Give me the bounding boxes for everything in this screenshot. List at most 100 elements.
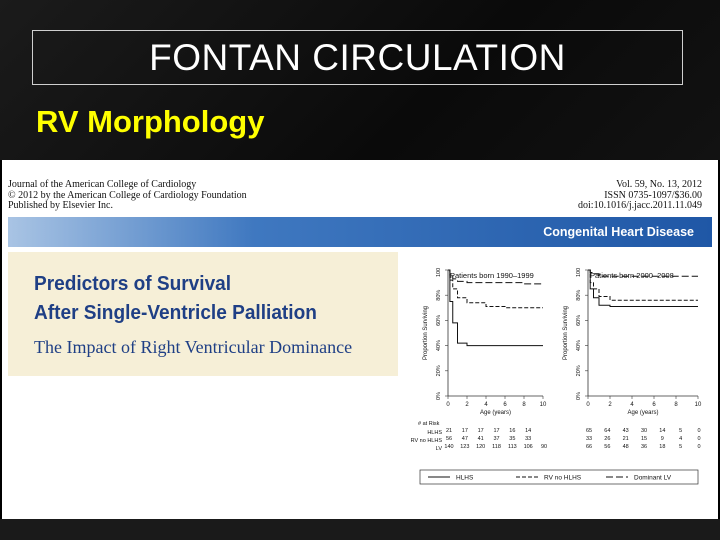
at-risk-value-right: 56 bbox=[604, 444, 610, 450]
y-axis-label-right: Proportion Surviving bbox=[563, 306, 569, 360]
at-risk-value-right: 33 bbox=[586, 436, 592, 442]
slide-background bbox=[0, 0, 720, 160]
at-risk-value-left: 123 bbox=[460, 444, 469, 450]
section-bar: Congenital Heart Disease bbox=[8, 217, 712, 247]
at-risk-value-right: 66 bbox=[586, 444, 592, 450]
at-risk-value-right: 0 bbox=[697, 444, 700, 450]
article-title: Predictors of Survival After Single-Vent… bbox=[34, 269, 369, 327]
at-risk-value-right: 5 bbox=[679, 428, 682, 434]
section-label: Congenital Heart Disease bbox=[543, 225, 694, 239]
y-tick-label-right: 20% bbox=[576, 365, 582, 376]
x-tick-label-right: 6 bbox=[652, 402, 656, 408]
journal-info-right: Vol. 59, No. 13, 2012 ISSN 0735-1097/$36… bbox=[578, 179, 702, 212]
at-risk-row-label: RV no HLHS bbox=[411, 438, 443, 444]
at-risk-value-right: 64 bbox=[604, 428, 610, 434]
at-risk-value-right: 21 bbox=[623, 436, 629, 442]
y-tick-label-left: 20% bbox=[436, 365, 442, 376]
at-risk-value-left: 118 bbox=[492, 444, 501, 450]
series-line-left-1 bbox=[448, 269, 543, 309]
at-risk-value-left: 16 bbox=[509, 428, 515, 434]
y-tick-label-left: 100% bbox=[436, 268, 442, 277]
y-tick-label-left: 80% bbox=[436, 290, 442, 301]
series-line-right-1 bbox=[588, 269, 698, 301]
survival-figure: Patients born 1990–1999 0% 20% 40% 60% 80% 100… bbox=[398, 268, 718, 488]
at-risk-value-left: 17 bbox=[462, 428, 468, 434]
at-risk-value-right: 36 bbox=[641, 444, 647, 450]
at-risk-title: # at Risk bbox=[418, 421, 440, 427]
at-risk-value-right: 65 bbox=[586, 428, 592, 434]
at-risk-value-left: 35 bbox=[509, 436, 515, 442]
journal-copyright: © 2012 by the American College of Cardio… bbox=[8, 189, 247, 201]
panel-title-left: Patients born 1990–1999 bbox=[450, 271, 534, 280]
slide-title: FONTAN CIRCULATION bbox=[149, 36, 566, 78]
at-risk-value-left: 120 bbox=[476, 444, 485, 450]
at-risk-value-right: 0 bbox=[697, 436, 700, 442]
x-tick-label-right: 10 bbox=[695, 402, 702, 408]
at-risk-value-left: 140 bbox=[444, 444, 453, 450]
at-risk-value-left: 113 bbox=[508, 444, 517, 450]
at-risk-value-left: 47 bbox=[462, 436, 468, 442]
at-risk-value-right: 43 bbox=[623, 428, 629, 434]
at-risk-value-right: 9 bbox=[661, 436, 664, 442]
x-tick-label-right: 0 bbox=[586, 402, 590, 408]
x-tick-label-left: 4 bbox=[484, 402, 488, 408]
y-tick-label-left: 40% bbox=[436, 340, 442, 351]
at-risk-value-left: 37 bbox=[493, 436, 499, 442]
slide-subtitle: RV Morphology bbox=[36, 104, 265, 139]
at-risk-value-left: 17 bbox=[493, 428, 499, 434]
x-tick-label-left: 8 bbox=[522, 402, 526, 408]
legend-label-2: Dominant LV bbox=[634, 475, 672, 482]
legend-box bbox=[419, 469, 699, 485]
legend-label-0: HLHS bbox=[456, 475, 474, 482]
series-line-right-2 bbox=[588, 269, 698, 277]
at-risk-value-right: 5 bbox=[679, 444, 682, 450]
at-risk-value-left: 33 bbox=[525, 436, 531, 442]
journal-doi: doi:10.1016/j.jacc.2011.11.049 bbox=[578, 200, 702, 211]
slide-bottom-band bbox=[0, 519, 720, 540]
at-risk-value-right: 26 bbox=[604, 436, 610, 442]
series-line-right-0 bbox=[588, 269, 698, 308]
at-risk-value-right: 0 bbox=[697, 428, 700, 434]
journal-publisher: Published by Elsevier Inc. bbox=[8, 200, 113, 211]
survival-chart-svg: Patients born 1990–19990%20%40%60%80%100… bbox=[411, 268, 702, 485]
at-risk-value-right: 15 bbox=[641, 436, 647, 442]
x-axis-label-right: Age (years) bbox=[627, 410, 658, 416]
at-risk-value-left: 14 bbox=[525, 428, 531, 434]
at-risk-value-right: 4 bbox=[679, 436, 682, 442]
article-subtitle: The Impact of Right Ventricular Dominanc… bbox=[34, 337, 353, 357]
paper-excerpt-image: Journal of the American College of Cardi… bbox=[2, 160, 718, 519]
y-tick-label-right: 0% bbox=[576, 392, 582, 400]
x-tick-label-left: 6 bbox=[503, 402, 507, 408]
at-risk-value-left: 21 bbox=[446, 428, 452, 434]
y-tick-label-right: 60% bbox=[576, 315, 582, 326]
y-tick-label-right: 40% bbox=[576, 340, 582, 351]
at-risk-value-left: 56 bbox=[446, 436, 452, 442]
at-risk-value-left: 90 bbox=[541, 444, 547, 450]
at-risk-value-left: 17 bbox=[478, 428, 484, 434]
journal-volume: Vol. 59, No. 13, 2012 bbox=[616, 179, 702, 190]
y-tick-label-left: 0% bbox=[436, 392, 442, 400]
x-tick-label-left: 10 bbox=[540, 402, 547, 408]
x-axis-label-left: Age (years) bbox=[480, 410, 511, 416]
y-tick-label-right: 100% bbox=[576, 268, 582, 277]
y-tick-label-right: 80% bbox=[576, 290, 582, 301]
y-axis-label-left: Proportion Surviving bbox=[423, 306, 429, 360]
legend-label-1: RV no HLHS bbox=[544, 475, 582, 482]
x-tick-label-left: 0 bbox=[446, 402, 450, 408]
journal-issn: ISSN 0735-1097/$36.00 bbox=[604, 189, 702, 201]
x-tick-label-right: 8 bbox=[674, 402, 678, 408]
at-risk-value-right: 14 bbox=[659, 428, 665, 434]
article-title-line-1: Predictors of Survival bbox=[34, 272, 232, 295]
at-risk-value-left: 106 bbox=[524, 444, 533, 450]
journal-info-left: Journal of the American College of Cardi… bbox=[8, 179, 247, 212]
y-tick-label-left: 60% bbox=[436, 315, 442, 326]
article-title-line-2: After Single-Ventricle Palliation bbox=[34, 301, 317, 324]
x-tick-label-right: 2 bbox=[608, 402, 612, 408]
x-tick-label-left: 2 bbox=[465, 402, 469, 408]
journal-name: Journal of the American College of Cardi… bbox=[8, 179, 197, 190]
at-risk-value-left: 41 bbox=[478, 436, 484, 442]
at-risk-value-right: 18 bbox=[659, 444, 665, 450]
article-title-panel: Predictors of Survival After Single-Vent… bbox=[8, 252, 398, 376]
at-risk-value-right: 48 bbox=[623, 444, 629, 450]
x-tick-label-right: 4 bbox=[630, 402, 634, 408]
